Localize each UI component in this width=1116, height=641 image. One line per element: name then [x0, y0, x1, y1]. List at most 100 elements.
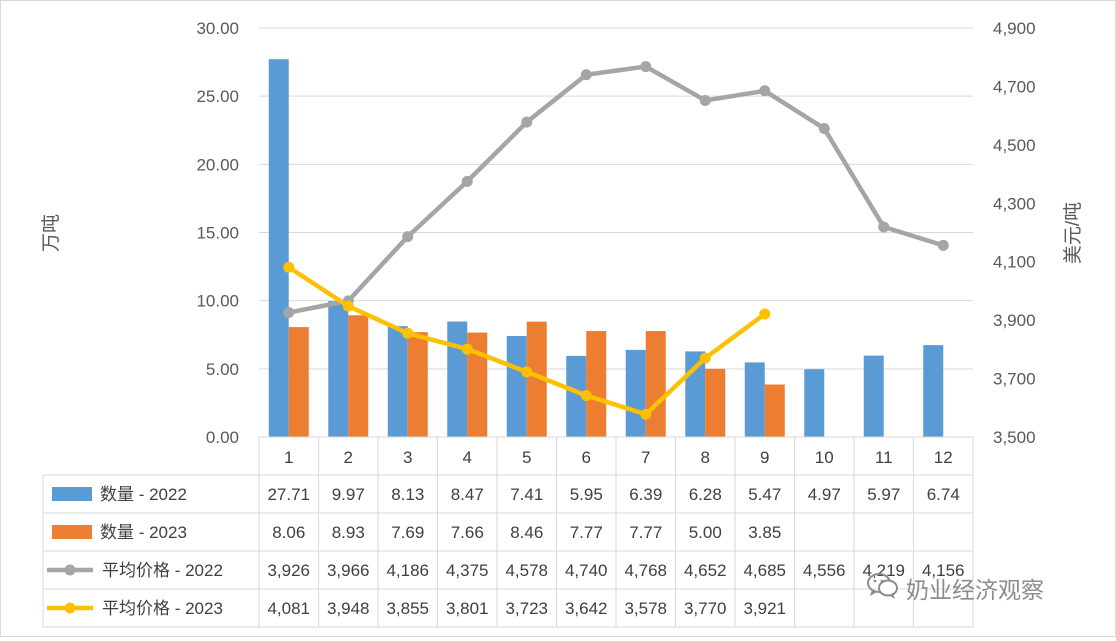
data-label: 7.77 [629, 523, 662, 542]
line-point [283, 261, 295, 273]
y-right-tick-label: 4,100 [993, 253, 1036, 272]
data-label: 9.97 [332, 485, 365, 504]
data-label: 4,578 [505, 561, 548, 580]
y-left-tick-label: 0.00 [206, 428, 239, 447]
y-right-axis-title: 美元/吨 [1062, 202, 1084, 264]
data-label: 8.13 [391, 485, 424, 504]
series-line [286, 64, 946, 315]
x-tick-label: 3 [403, 448, 412, 467]
data-label: 6.39 [629, 485, 662, 504]
legend-key [52, 487, 92, 501]
data-label: 3.85 [748, 523, 781, 542]
y-left-tick-label: 15.00 [196, 224, 239, 243]
line-point [699, 352, 711, 364]
x-tick-label: 1 [284, 448, 293, 467]
legend-label: 数量 - 2023 [100, 523, 187, 542]
line-point [580, 69, 592, 81]
data-label: 4,652 [684, 561, 727, 580]
bar [407, 332, 428, 437]
line-point [461, 343, 473, 355]
data-label: 4,685 [743, 561, 786, 580]
x-tick-label: 10 [815, 448, 834, 467]
line-point [699, 94, 711, 106]
data-label: 7.66 [451, 523, 484, 542]
x-tick-label: 7 [641, 448, 650, 467]
x-tick-label: 6 [582, 448, 591, 467]
data-label: 3,642 [565, 599, 608, 618]
y-right-tick-label: 4,300 [993, 194, 1036, 213]
data-label: 8.47 [451, 485, 484, 504]
line-point [342, 300, 354, 312]
data-label: 4.97 [808, 485, 841, 504]
bar [268, 59, 289, 437]
data-label: 3,578 [624, 599, 667, 618]
watermark-text: 奶业经济观察 [906, 578, 1044, 604]
y-right-tick-label: 3,700 [993, 370, 1036, 389]
data-label: 4,186 [386, 561, 429, 580]
legend-key-marker [64, 564, 76, 576]
data-label: 4,156 [922, 561, 965, 580]
x-tick-label: 8 [701, 448, 710, 467]
watermark: 奶业经济观察 [866, 568, 1044, 608]
data-label: 6.28 [689, 485, 722, 504]
y-right-tick-label: 3,500 [993, 428, 1036, 447]
y-right-tick-label: 4,900 [993, 19, 1036, 38]
data-label: 4,556 [803, 561, 846, 580]
data-label: 3,723 [505, 599, 548, 618]
data-label: 3,921 [743, 599, 786, 618]
y-left-tick-label: 10.00 [196, 292, 239, 311]
wechat-icon [866, 571, 900, 606]
line-point [640, 61, 652, 73]
y-left-tick-label: 30.00 [196, 19, 239, 38]
bar [645, 331, 666, 437]
bar [506, 335, 527, 437]
data-label: 7.41 [510, 485, 543, 504]
y-right-tick-label: 4,700 [993, 77, 1036, 96]
bar [566, 355, 587, 437]
line-point [759, 85, 771, 97]
data-label: 5.95 [570, 485, 603, 504]
data-label: 4,740 [565, 561, 608, 580]
line-point [402, 327, 414, 339]
data-label: 3,855 [386, 599, 429, 618]
bar [705, 368, 726, 437]
bar [586, 331, 607, 437]
y-left-tick-label: 5.00 [206, 360, 239, 379]
bar [764, 384, 785, 437]
line-point [521, 116, 533, 128]
y-right-tick-label: 3,900 [993, 311, 1036, 330]
bar [804, 369, 825, 437]
data-label: 8.93 [332, 523, 365, 542]
x-tick-label: 5 [522, 448, 531, 467]
x-tick-label: 11 [875, 448, 893, 467]
line-point [402, 231, 414, 243]
data-label: 5.00 [689, 523, 722, 542]
bar [288, 327, 309, 437]
x-tick-label: 4 [463, 448, 472, 467]
y-right-tick-label: 4,500 [993, 136, 1036, 155]
bar [447, 321, 468, 437]
data-label: 3,926 [267, 561, 310, 580]
data-label: 6.74 [927, 485, 960, 504]
bar [348, 315, 369, 437]
bar [685, 351, 706, 437]
data-label: 5.97 [867, 485, 900, 504]
data-label: 3,801 [446, 599, 489, 618]
legend-label: 数量 - 2022 [100, 485, 187, 504]
line-point [521, 366, 533, 378]
line-point [937, 239, 949, 251]
bar [923, 345, 944, 437]
x-tick-label: 2 [344, 448, 353, 467]
line-point [759, 308, 771, 320]
bar [328, 301, 349, 437]
y-left-tick-label: 20.00 [196, 155, 239, 174]
line-point [580, 390, 592, 402]
legend-label: 平均价格 - 2023 [102, 599, 223, 618]
y-left-axis-title: 万吨 [40, 214, 62, 252]
data-label: 5.47 [748, 485, 781, 504]
bar [387, 326, 408, 437]
bar [526, 321, 547, 437]
data-label: 4,081 [267, 599, 310, 618]
